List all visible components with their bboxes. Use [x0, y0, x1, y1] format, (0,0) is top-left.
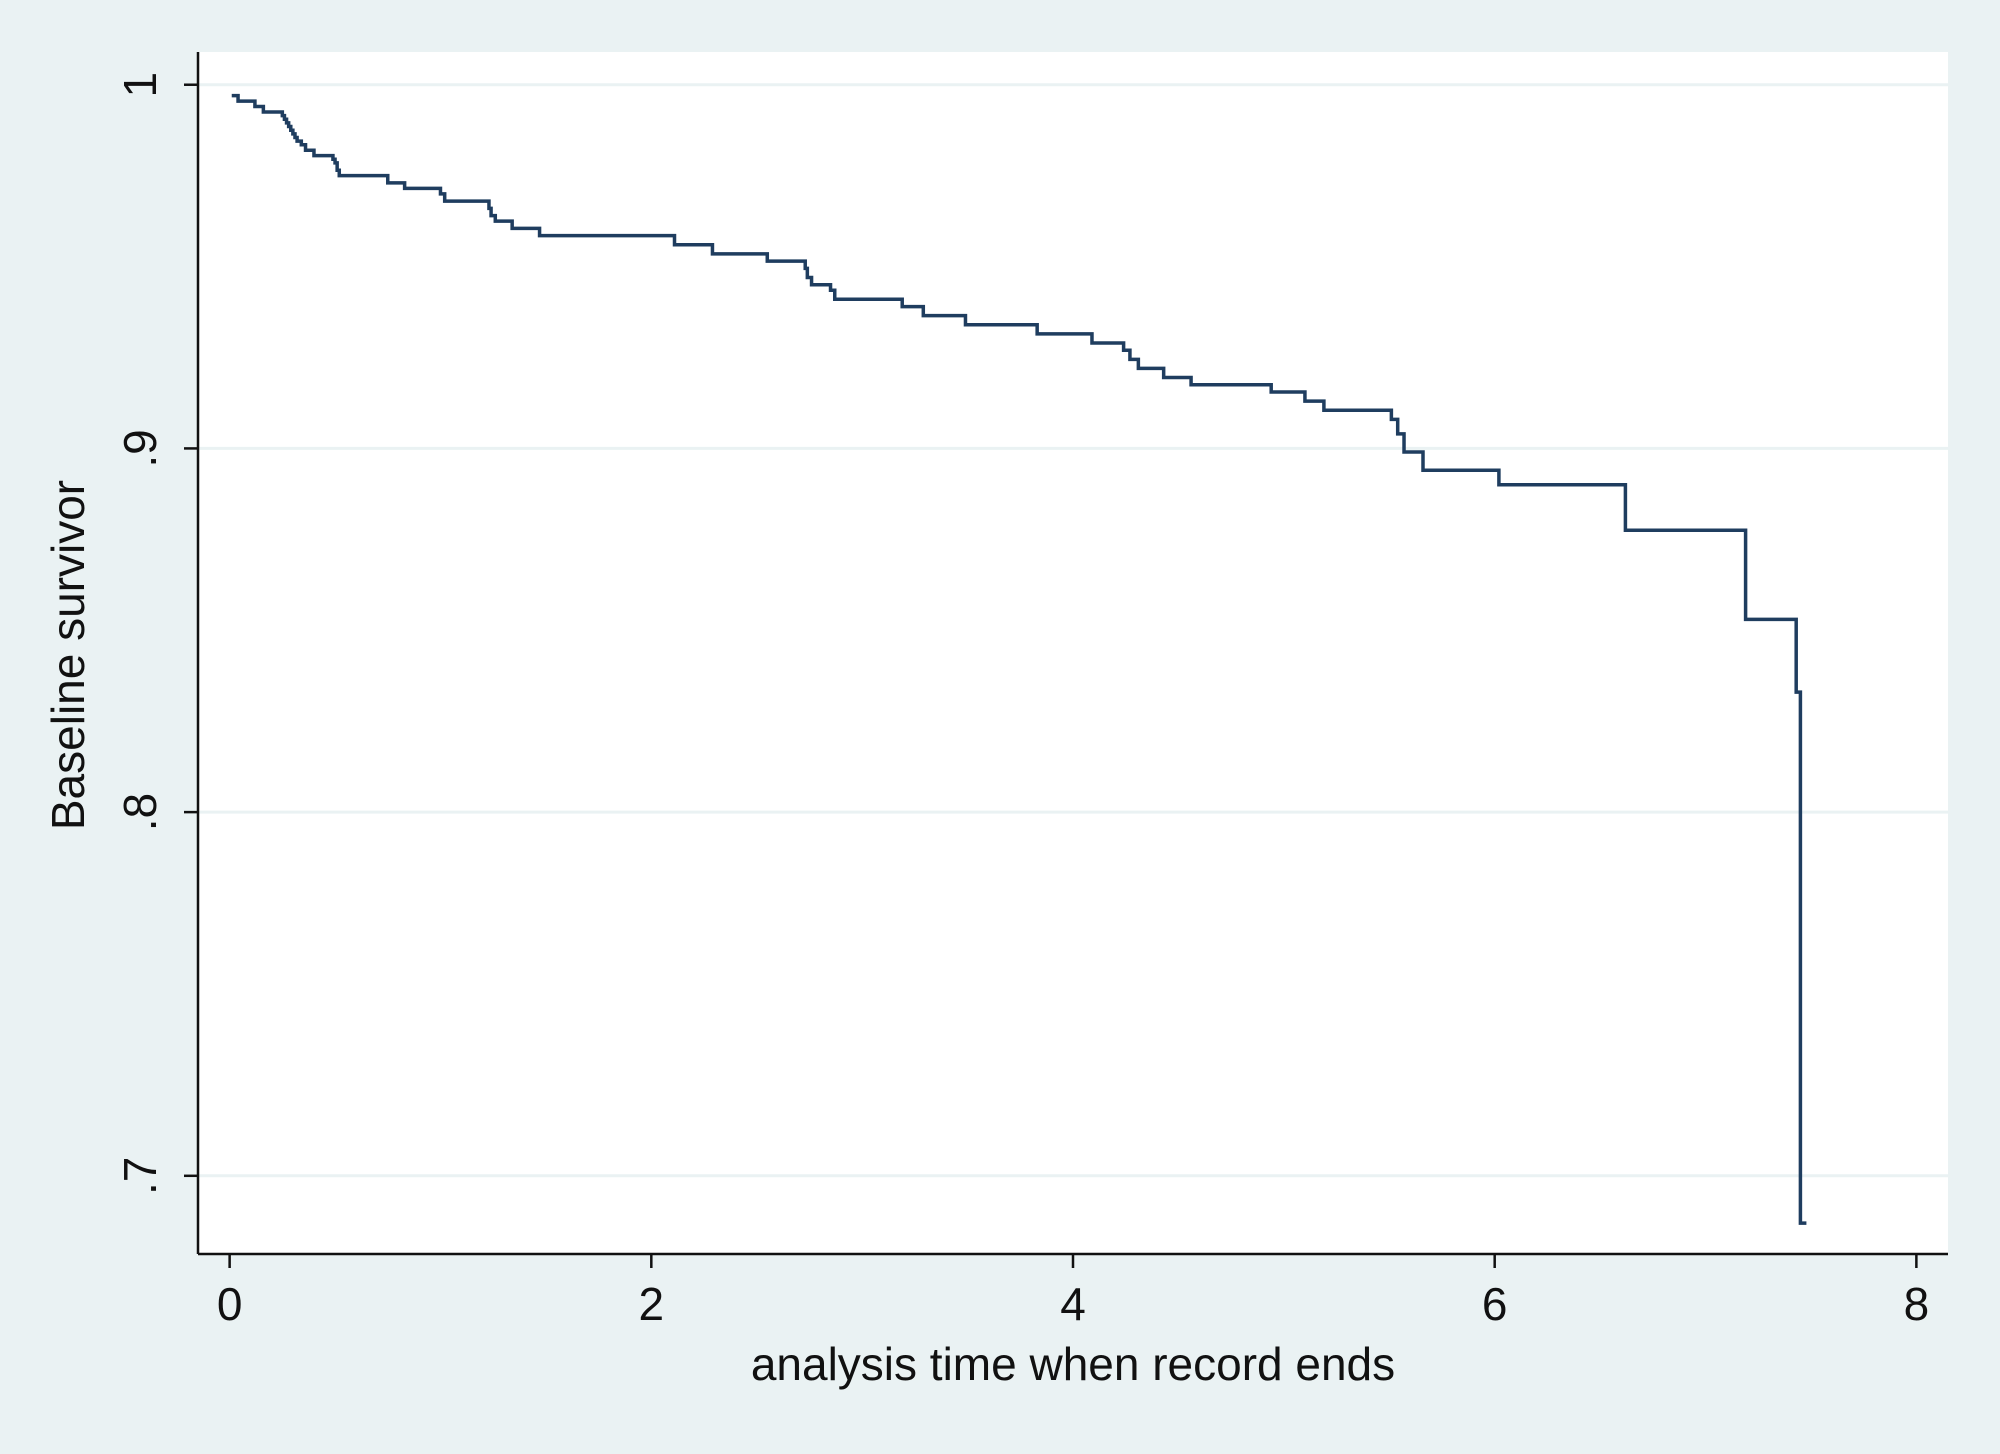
grid-layer	[198, 83, 1948, 1178]
series-layer	[231, 93, 1807, 1225]
survivor-step-line	[231, 93, 1807, 1225]
x-axis-title: analysis time when record ends	[751, 1338, 1395, 1390]
y-tick-label: 1	[114, 72, 166, 98]
plot-area	[198, 52, 1948, 1254]
y-tick-label: .9	[114, 429, 166, 467]
x-tick-label: 8	[1904, 1278, 1930, 1330]
x-tick-label: 6	[1482, 1278, 1508, 1330]
y-axis-title: Baseline survivor	[42, 480, 94, 830]
y-tick-label: .7	[114, 1157, 166, 1195]
y-ticks: .7 .8 .9 1	[114, 72, 198, 1195]
x-tick-label: 0	[217, 1278, 243, 1330]
x-ticks: 0 2 4 6 8	[217, 1254, 1929, 1330]
y-tick-label: .8	[114, 793, 166, 831]
x-tick-label: 2	[639, 1278, 665, 1330]
x-tick-label: 4	[1060, 1278, 1086, 1330]
